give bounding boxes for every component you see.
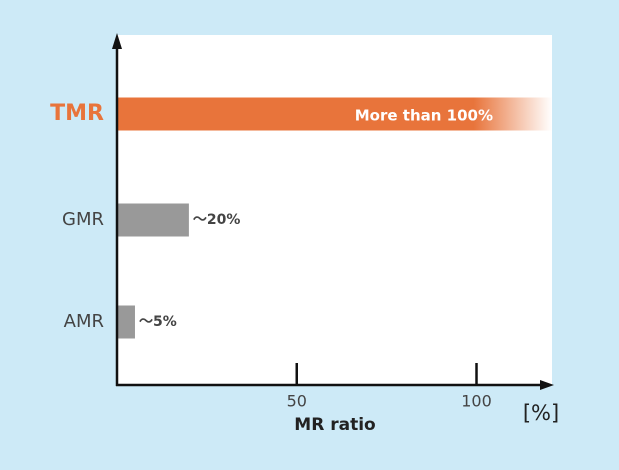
value-label: 〜20% [193,212,241,228]
category-label: GMR [62,209,104,230]
bar [117,305,135,339]
plot-area [117,35,552,385]
bar [117,97,552,131]
y-axis-arrow [112,33,122,49]
unit-label: [%] [523,401,559,425]
x-tick-label: 100 [461,392,492,411]
value-label: 〜5% [139,314,177,330]
category-label: AMR [64,311,104,332]
value-label: More than 100% [355,107,493,125]
x-axis-arrow [540,380,554,390]
x-axis-label: MR ratio [294,415,375,435]
category-label: TMR [50,101,104,126]
x-tick-label: 50 [287,392,307,411]
bar [117,203,189,237]
